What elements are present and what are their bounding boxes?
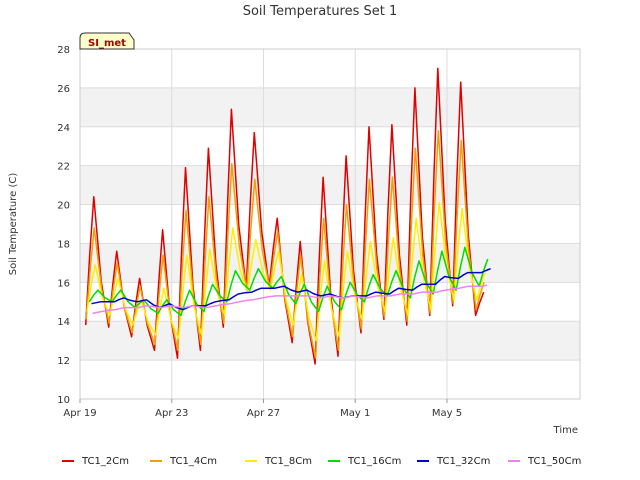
chart-title: Soil Temperatures Set 1 — [243, 4, 398, 19]
legend-label: TC1_16Cm — [347, 456, 401, 467]
grid-band — [80, 321, 580, 361]
grid-band — [80, 165, 580, 205]
legend-label: TC1_50Cm — [527, 456, 581, 467]
y-tick-label: 14 — [57, 317, 70, 328]
y-tick-label: 12 — [57, 356, 70, 367]
station-badge-label: SI_met — [88, 38, 126, 49]
y-axis-ticks: 10 12 14 16 18 20 22 24 26 28 — [57, 45, 70, 406]
legend: TC1_2Cm TC1_4Cm TC1_8Cm TC1_16Cm TC1_32Cm TC1… — [62, 456, 581, 467]
legend-label: TC1_32Cm — [436, 456, 490, 467]
y-tick-label: 28 — [57, 45, 70, 56]
series-line-tc1_50cm — [92, 284, 488, 315]
y-tick-label: 16 — [57, 278, 70, 289]
grid-bands — [80, 49, 580, 399]
grid-band — [80, 204, 580, 244]
x-axis-label: Time — [553, 425, 578, 436]
legend-item: TC1_32Cm — [417, 456, 490, 467]
x-tick-label: Apr 19 — [63, 408, 96, 419]
x-axis-ticks: Apr 19 Apr 23 Apr 27 May 1 May 5 — [63, 399, 462, 419]
x-tick-label: Apr 27 — [247, 408, 280, 419]
legend-item: TC1_8Cm — [245, 456, 312, 467]
grid-band — [80, 126, 580, 166]
y-tick-label: 24 — [57, 123, 70, 134]
series-line-tc1_16cm — [88, 246, 489, 317]
y-tick-label: 26 — [57, 84, 70, 95]
y-tick-label: 18 — [57, 239, 70, 250]
grid-band — [80, 87, 580, 127]
series-lines — [84, 67, 491, 365]
legend-item: TC1_16Cm — [328, 456, 401, 467]
legend-item: TC1_4Cm — [150, 456, 217, 467]
station-badge: SI_met — [79, 32, 135, 50]
legend-item: TC1_50Cm — [508, 456, 581, 467]
legend-item: TC1_2Cm — [62, 456, 129, 467]
y-tick-label: 10 — [57, 395, 70, 406]
series-line-tc1_8cm — [86, 201, 486, 342]
x-tick-label: May 5 — [432, 408, 462, 419]
x-tick-label: May 1 — [340, 408, 370, 419]
y-tick-label: 20 — [57, 201, 70, 212]
series-line-tc1_4cm — [85, 129, 485, 359]
legend-label: TC1_4Cm — [169, 456, 217, 467]
y-axis-label: Soil Temperature (C) — [8, 173, 19, 276]
legend-label: TC1_2Cm — [81, 456, 129, 467]
plot-frame — [79, 48, 581, 400]
x-tick-label: Apr 23 — [155, 408, 188, 419]
grid-band — [80, 49, 580, 88]
grid-band — [80, 360, 580, 399]
y-tick-label: 22 — [57, 162, 70, 173]
station-badge-box — [79, 32, 135, 50]
legend-label: TC1_8Cm — [264, 456, 312, 467]
